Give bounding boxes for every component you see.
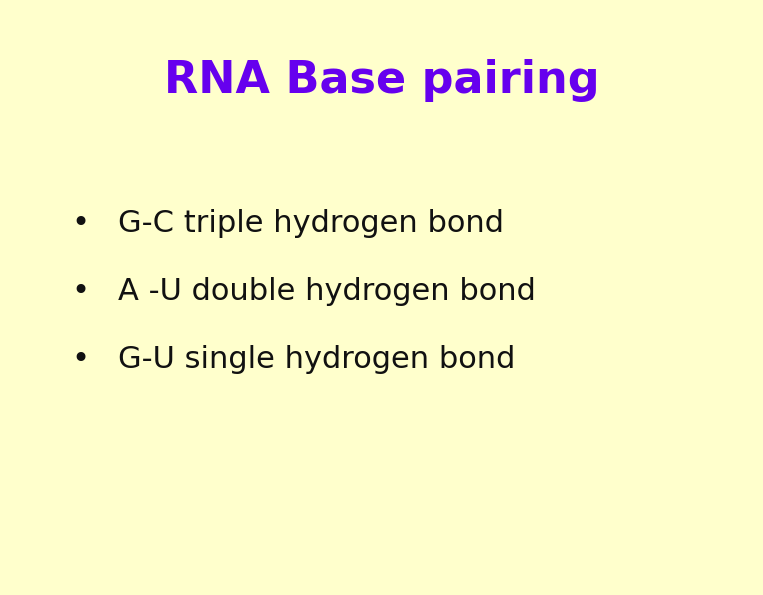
Text: •: • bbox=[71, 277, 89, 306]
Text: G-C triple hydrogen bond: G-C triple hydrogen bond bbox=[118, 209, 504, 237]
Text: A -U double hydrogen bond: A -U double hydrogen bond bbox=[118, 277, 536, 306]
Text: RNA Base pairing: RNA Base pairing bbox=[164, 59, 599, 102]
Text: •: • bbox=[71, 346, 89, 374]
Text: •: • bbox=[71, 209, 89, 237]
Text: G-U single hydrogen bond: G-U single hydrogen bond bbox=[118, 346, 516, 374]
